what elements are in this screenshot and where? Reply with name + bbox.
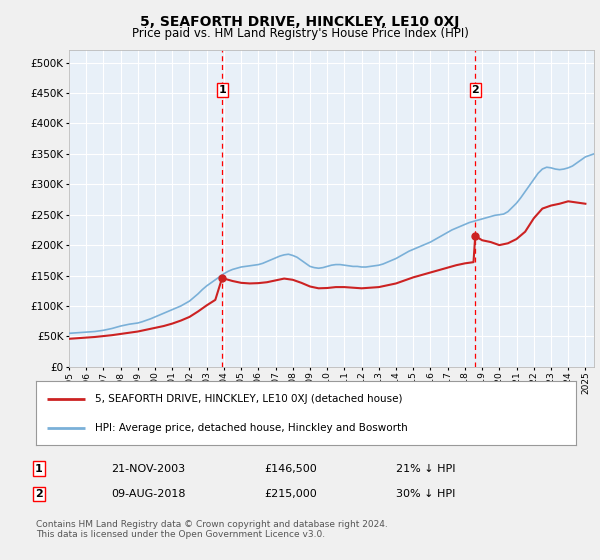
Text: 09-AUG-2018: 09-AUG-2018 [111, 489, 185, 499]
Text: 5, SEAFORTH DRIVE, HINCKLEY, LE10 0XJ: 5, SEAFORTH DRIVE, HINCKLEY, LE10 0XJ [140, 15, 460, 29]
Text: 30% ↓ HPI: 30% ↓ HPI [396, 489, 455, 499]
Text: Price paid vs. HM Land Registry's House Price Index (HPI): Price paid vs. HM Land Registry's House … [131, 27, 469, 40]
Text: 5, SEAFORTH DRIVE, HINCKLEY, LE10 0XJ (detached house): 5, SEAFORTH DRIVE, HINCKLEY, LE10 0XJ (d… [95, 394, 403, 404]
Text: Contains HM Land Registry data © Crown copyright and database right 2024.
This d: Contains HM Land Registry data © Crown c… [36, 520, 388, 539]
Text: 21-NOV-2003: 21-NOV-2003 [111, 464, 185, 474]
Text: £215,000: £215,000 [264, 489, 317, 499]
Text: 21% ↓ HPI: 21% ↓ HPI [396, 464, 455, 474]
Text: HPI: Average price, detached house, Hinckley and Bosworth: HPI: Average price, detached house, Hinc… [95, 423, 408, 433]
Text: £146,500: £146,500 [264, 464, 317, 474]
Text: 1: 1 [35, 464, 43, 474]
Text: 1: 1 [218, 85, 226, 95]
Text: 2: 2 [472, 85, 479, 95]
Text: 2: 2 [35, 489, 43, 499]
